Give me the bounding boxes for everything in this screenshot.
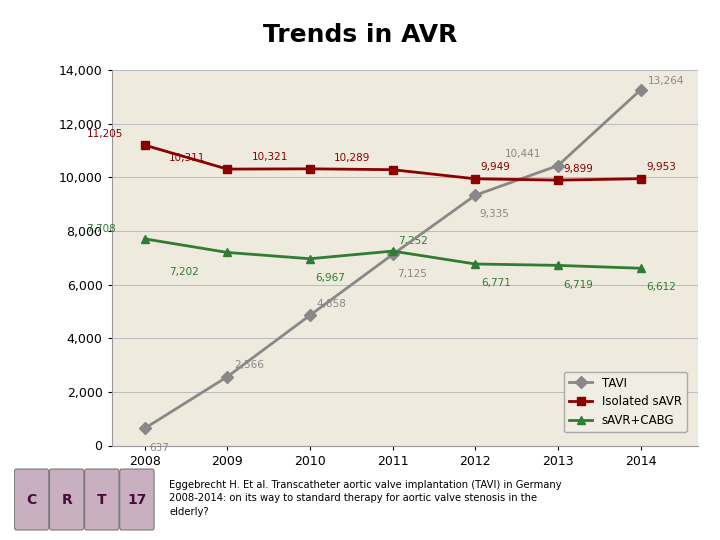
- Text: 9,335: 9,335: [480, 210, 509, 219]
- FancyBboxPatch shape: [50, 469, 84, 530]
- Text: 637: 637: [149, 443, 168, 453]
- Text: 6,612: 6,612: [646, 282, 676, 293]
- Text: 10,311: 10,311: [169, 153, 205, 163]
- Text: 10,321: 10,321: [251, 152, 288, 163]
- FancyBboxPatch shape: [85, 469, 119, 530]
- Text: 13,264: 13,264: [647, 76, 684, 86]
- Text: 4,858: 4,858: [317, 299, 347, 309]
- Text: 9,953: 9,953: [646, 163, 676, 172]
- Text: Trends in AVR: Trends in AVR: [263, 23, 457, 47]
- Text: 7,708: 7,708: [86, 224, 116, 234]
- Text: T: T: [97, 492, 107, 507]
- Legend: TAVI, Isolated sAVR, sAVR+CABG: TAVI, Isolated sAVR, sAVR+CABG: [564, 372, 687, 432]
- Text: R: R: [61, 492, 72, 507]
- Text: 7,252: 7,252: [398, 236, 428, 246]
- Text: 6,967: 6,967: [315, 273, 346, 283]
- Text: 7,125: 7,125: [397, 269, 427, 279]
- Text: Eggebrecht H. Et al. Transcatheter aortic valve implantation (TAVI) in Germany
2: Eggebrecht H. Et al. Transcatheter aorti…: [169, 480, 562, 517]
- Text: 9,899: 9,899: [564, 164, 593, 174]
- Text: 10,289: 10,289: [334, 153, 371, 163]
- Text: 6,719: 6,719: [564, 280, 593, 289]
- Text: C: C: [27, 492, 37, 507]
- Text: 9,949: 9,949: [481, 163, 510, 172]
- FancyBboxPatch shape: [14, 469, 49, 530]
- Text: 10,441: 10,441: [505, 149, 541, 159]
- Text: 6,771: 6,771: [481, 278, 510, 288]
- FancyBboxPatch shape: [120, 469, 154, 530]
- Text: 2,566: 2,566: [234, 360, 264, 370]
- Text: 7,202: 7,202: [169, 267, 199, 276]
- Text: 11,205: 11,205: [86, 129, 122, 139]
- Text: 17: 17: [127, 492, 147, 507]
